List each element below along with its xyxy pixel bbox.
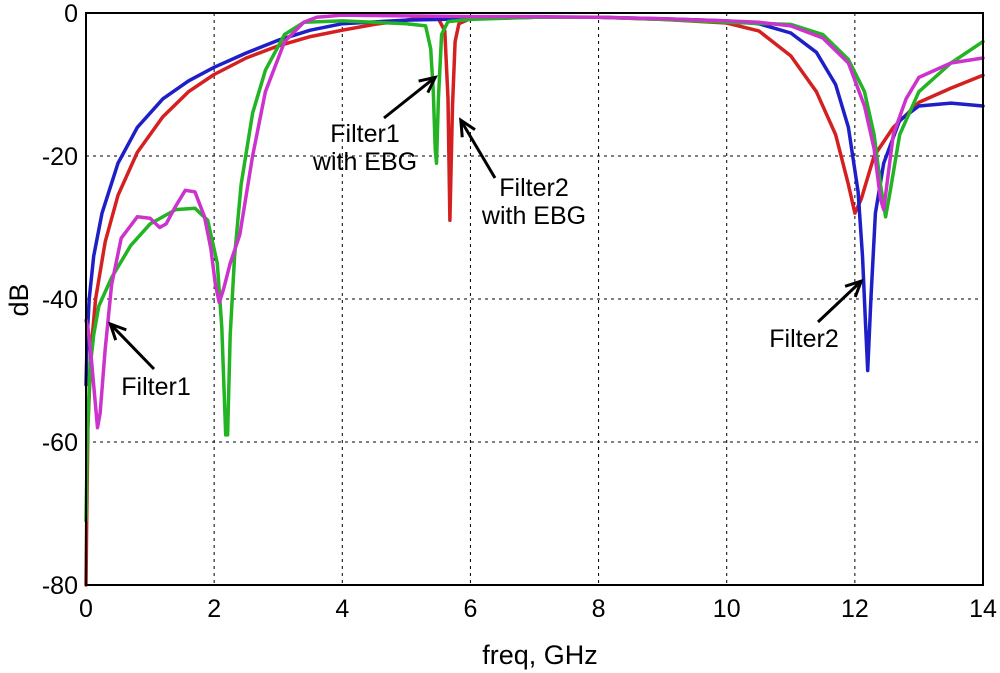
annotation-arrowhead xyxy=(844,278,864,298)
y-tick-label: -40 xyxy=(42,286,78,314)
annotation-3: Filter1 xyxy=(107,321,191,401)
plot-frame xyxy=(85,12,984,586)
annotation-label: Filter2 xyxy=(769,325,838,353)
annotation-label: Filter2 xyxy=(499,174,568,202)
y-tick-label: -60 xyxy=(42,429,78,457)
x-tick-label: 2 xyxy=(207,595,221,623)
x-tick-label: 12 xyxy=(841,595,869,623)
annotation-label: Filter1 xyxy=(121,373,190,401)
y-tick-label: -80 xyxy=(42,572,78,600)
annotation-arrowhead xyxy=(459,117,476,138)
y-tick-label: -20 xyxy=(42,143,78,171)
annotation-label: Filter1 xyxy=(330,120,399,148)
x-tick-label: 8 xyxy=(592,595,606,623)
annotation-arrowhead xyxy=(418,75,438,94)
annotation-arrow xyxy=(383,76,437,120)
x-tick-label: 10 xyxy=(713,595,741,623)
x-tick-label: 4 xyxy=(335,595,349,623)
y-tick-label: 0 xyxy=(64,0,78,28)
annotation-arrow xyxy=(816,280,863,324)
x-tick-label: 0 xyxy=(79,595,93,623)
grid xyxy=(86,13,983,585)
annotation-label: with EBG xyxy=(312,148,417,176)
annotation-label: with EBG xyxy=(481,202,586,230)
annotation-4: Filter2 xyxy=(769,278,864,353)
y-axis-label: dB xyxy=(4,283,34,316)
annotation-arrow xyxy=(109,322,156,371)
tick-labels: 0 2 4 6 8 10 12 14 0 -20 -40 -60 -80 xyxy=(42,0,997,623)
series-line-1 xyxy=(84,15,985,587)
x-tick-label: 14 xyxy=(969,595,997,623)
series-lines xyxy=(84,13,985,587)
series-line-4 xyxy=(84,13,985,430)
annotation-arrow xyxy=(459,119,497,179)
annotation-arrowhead xyxy=(107,321,127,341)
x-tick-label: 6 xyxy=(463,595,477,623)
x-axis-label: freq, GHz xyxy=(482,640,598,670)
